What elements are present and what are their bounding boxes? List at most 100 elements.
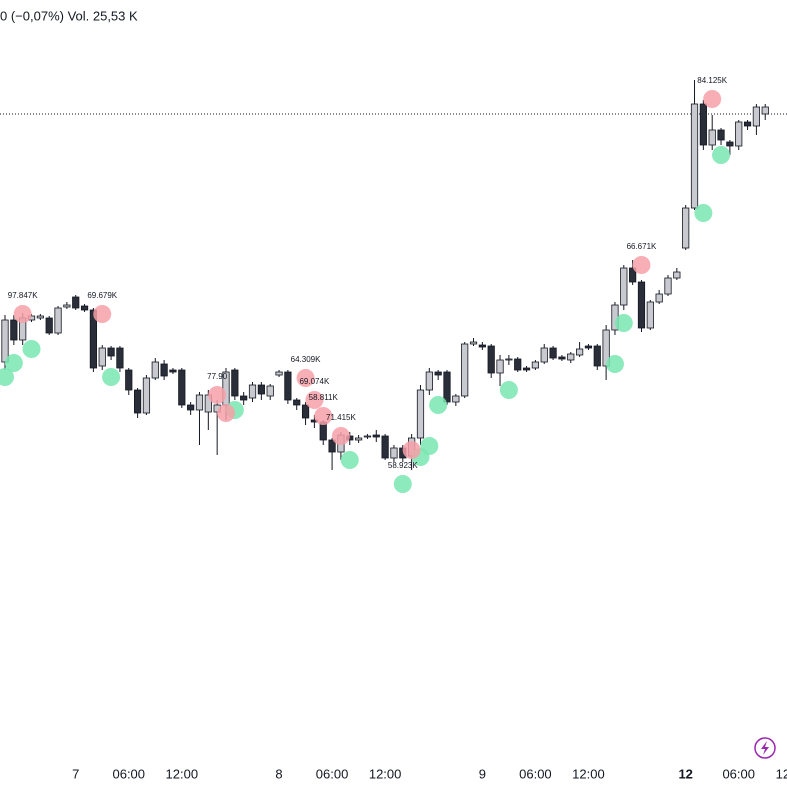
candle-body xyxy=(45,317,53,334)
low-marker xyxy=(0,368,14,386)
x-tick-label: 12:00 xyxy=(572,766,605,781)
candle-body xyxy=(514,358,522,371)
high-marker-label: 69.679K xyxy=(87,291,117,300)
candle-body xyxy=(655,293,663,303)
candle-body xyxy=(576,348,584,356)
candle-body xyxy=(363,435,372,438)
high-marker xyxy=(314,407,333,425)
candle-body xyxy=(133,389,142,414)
candle-body xyxy=(726,141,734,147)
candle-body xyxy=(116,347,124,369)
high-marker-label: 84.125K xyxy=(697,76,727,85)
candle-body xyxy=(558,356,566,360)
candle-body xyxy=(743,121,752,127)
candle-body xyxy=(629,267,637,283)
candle-body xyxy=(452,395,460,403)
candle-body xyxy=(425,371,433,391)
candle-body xyxy=(390,447,398,459)
candle-body xyxy=(478,344,486,348)
candle-body xyxy=(540,347,548,363)
candle-body xyxy=(301,404,310,419)
candle-body xyxy=(98,347,106,367)
candle-body xyxy=(257,384,265,395)
high-marker-label: 71.415K xyxy=(326,413,356,422)
high-marker-label: 97.847K xyxy=(8,291,38,300)
candle-body xyxy=(593,345,601,367)
x-tick-label: 12:00 xyxy=(369,766,402,781)
candle-body xyxy=(284,371,292,401)
low-marker xyxy=(694,204,713,222)
candle-body xyxy=(169,369,177,373)
low-marker xyxy=(429,396,448,414)
candle-body xyxy=(461,343,469,397)
high-marker xyxy=(632,256,651,274)
x-tick-label: 7 xyxy=(72,766,79,781)
high-marker xyxy=(208,386,227,404)
candle-body xyxy=(195,394,204,411)
candle-body xyxy=(125,369,133,391)
candle-body xyxy=(240,395,248,401)
lightning-icon[interactable] xyxy=(761,741,769,755)
candle-body xyxy=(231,369,239,397)
candle-body xyxy=(275,371,283,376)
candle-body xyxy=(372,434,380,438)
header: 0 (−0,07%) Vol. 25,53 K xyxy=(0,8,138,23)
candle-body xyxy=(673,271,681,279)
candle-body xyxy=(328,439,336,453)
candle-body xyxy=(54,307,62,334)
high-marker xyxy=(93,305,112,323)
low-marker xyxy=(614,314,633,332)
candle-body xyxy=(1,319,9,363)
candle-body xyxy=(699,103,707,146)
x-tick-label: 9 xyxy=(479,766,486,781)
candle-body xyxy=(584,345,593,349)
candle-body xyxy=(735,121,743,147)
x-tick-label: 12:00 xyxy=(166,766,199,781)
low-marker-label: 58.923K xyxy=(388,461,418,470)
candle-body xyxy=(160,363,168,377)
candle-body xyxy=(36,315,44,319)
candle-body xyxy=(469,341,478,345)
x-tick-label: 12 xyxy=(678,766,692,781)
candle-body xyxy=(178,369,186,406)
high-marker-label: 69.074K xyxy=(299,377,329,386)
candle-body xyxy=(248,384,257,399)
candle-body xyxy=(496,359,504,374)
lightning-button[interactable] xyxy=(754,737,776,759)
x-tick-label: 06:00 xyxy=(519,766,552,781)
low-marker xyxy=(605,355,624,373)
high-marker xyxy=(331,427,350,445)
low-marker xyxy=(393,475,412,493)
candle-body xyxy=(416,389,425,439)
candle-body xyxy=(620,267,628,306)
candle-body xyxy=(505,358,513,361)
high-marker-label: 66.671K xyxy=(627,242,657,251)
candle-body xyxy=(752,106,761,127)
candle-body xyxy=(293,399,301,406)
high-marker xyxy=(217,404,235,422)
candle-body xyxy=(354,437,363,441)
low-marker xyxy=(4,354,23,372)
high-marker xyxy=(296,369,315,387)
candle-body xyxy=(761,106,769,115)
candle-body xyxy=(443,371,451,403)
candle-body xyxy=(682,207,690,249)
x-tick-label: 8 xyxy=(275,766,282,781)
candle-body xyxy=(151,361,159,379)
candle-body xyxy=(708,129,716,146)
candle-body xyxy=(664,277,672,295)
x-tick-label: 06:00 xyxy=(316,766,349,781)
candle-body xyxy=(10,319,18,341)
high-marker-label: 58.811K xyxy=(309,393,339,402)
low-marker xyxy=(712,146,731,164)
candle-body xyxy=(531,361,540,369)
high-marker xyxy=(703,90,722,108)
high-marker-label: 77.90 xyxy=(207,372,228,381)
x-tick-label: 06:00 xyxy=(722,766,755,781)
low-marker xyxy=(420,437,439,455)
low-marker xyxy=(499,381,518,399)
high-marker xyxy=(13,305,32,323)
candle-body xyxy=(80,305,89,311)
